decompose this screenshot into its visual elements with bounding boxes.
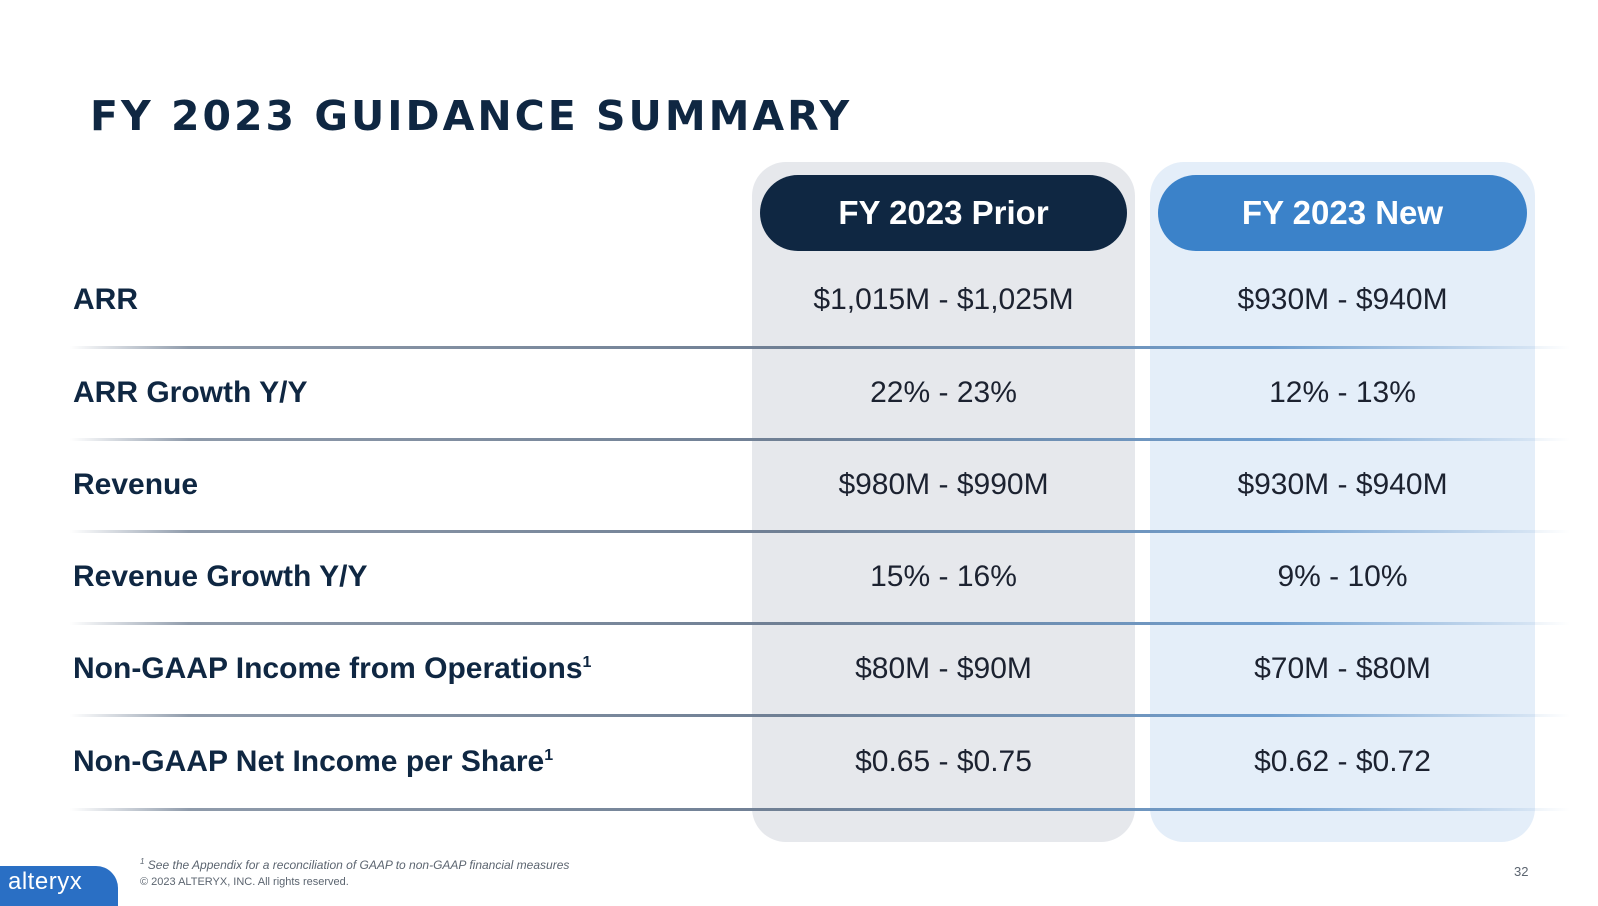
row-divider [70, 530, 1570, 533]
new-value-revenue: $930M - $940M [1237, 468, 1448, 501]
prior-value-non-gaap-eps: $0.65 - $0.75 [855, 745, 1032, 778]
row-label-arr-growth: ARR Growth Y/Y [73, 376, 308, 409]
new-column-background [1150, 162, 1535, 842]
row-divider [70, 622, 1570, 625]
row-divider [70, 714, 1570, 717]
slide-title: FY 2023 GUIDANCE SUMMARY [90, 92, 853, 140]
prior-value-non-gaap-income: $80M - $90M [855, 652, 1032, 685]
alteryx-logo: alteryx [0, 866, 118, 906]
footnote: 1 See the Appendix for a reconciliation … [140, 857, 570, 873]
row-label-revenue-growth: Revenue Growth Y/Y [73, 560, 368, 593]
prior-value-arr: $1,015M - $1,025M [813, 283, 1074, 316]
row-label-arr: ARR [73, 283, 138, 316]
logo-text: alteryx [8, 868, 83, 895]
prior-value-revenue-growth: 15% - 16% [870, 560, 1017, 593]
new-value-arr-growth: 12% - 13% [1269, 376, 1416, 409]
new-column-header: FY 2023 New [1158, 175, 1527, 251]
row-label-revenue: Revenue [73, 468, 199, 501]
prior-column-header: FY 2023 Prior [760, 175, 1127, 251]
prior-column-background [752, 162, 1135, 842]
prior-value-revenue: $980M - $990M [838, 468, 1049, 501]
new-value-arr: $930M - $940M [1237, 283, 1448, 316]
page-number: 32 [1514, 864, 1529, 879]
row-divider [70, 808, 1570, 811]
new-value-revenue-growth: 9% - 10% [1277, 560, 1408, 593]
row-divider [70, 438, 1570, 441]
row-label-non-gaap-income-from-operations: Non-GAAP Income from Operations1 [73, 652, 592, 685]
new-value-non-gaap-eps: $0.62 - $0.72 [1254, 745, 1431, 778]
prior-value-arr-growth: 22% - 23% [870, 376, 1017, 409]
row-label-non-gaap-eps: Non-GAAP Net Income per Share1 [73, 745, 554, 778]
row-divider [70, 346, 1570, 349]
copyright: © 2023 ALTERYX, INC. All rights reserved… [140, 876, 349, 888]
new-value-non-gaap-income: $70M - $80M [1254, 652, 1431, 685]
